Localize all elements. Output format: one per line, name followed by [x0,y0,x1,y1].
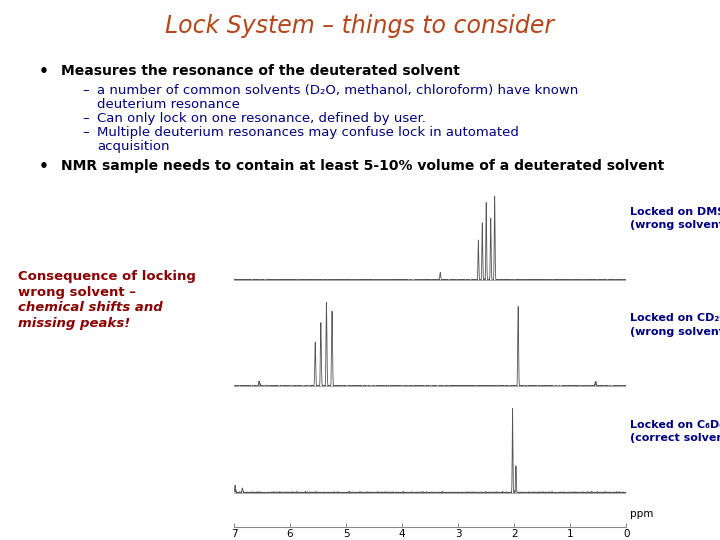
Text: –: – [83,126,89,139]
Text: Multiple deuterium resonances may confuse lock in automated: Multiple deuterium resonances may confus… [97,126,519,139]
Text: Locked on CD₂Cl₂
(wrong solvent): Locked on CD₂Cl₂ (wrong solvent) [630,314,720,336]
Text: ppm: ppm [630,509,653,519]
Text: Locked on DMSO-d₆
(wrong solvent): Locked on DMSO-d₆ (wrong solvent) [630,207,720,231]
Text: Can only lock on one resonance, defined by user.: Can only lock on one resonance, defined … [97,112,426,125]
Text: wrong solvent –: wrong solvent – [18,286,140,299]
Text: –: – [83,84,89,97]
Text: NMR sample needs to contain at least 5-10% volume of a deuterated solvent: NMR sample needs to contain at least 5-1… [61,159,665,173]
Text: missing peaks!: missing peaks! [18,317,130,330]
Text: Consequence of locking: Consequence of locking [18,270,196,283]
Text: acquisition: acquisition [97,140,170,153]
Text: chemical shifts and: chemical shifts and [18,301,163,314]
Text: Lock System – things to consider: Lock System – things to consider [166,14,554,37]
Text: –: – [83,112,89,125]
Text: •: • [38,64,48,79]
Text: Measures the resonance of the deuterated solvent: Measures the resonance of the deuterated… [61,64,460,78]
Text: deuterium resonance: deuterium resonance [97,98,240,111]
Text: Locked on C₆D₆
(correct solvent): Locked on C₆D₆ (correct solvent) [630,420,720,443]
Text: a number of common solvents (D₂O, methanol, chloroform) have known: a number of common solvents (D₂O, methan… [97,84,578,97]
Text: •: • [38,159,48,174]
